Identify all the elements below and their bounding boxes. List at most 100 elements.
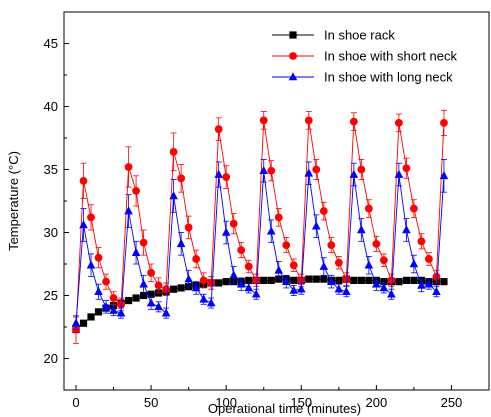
y-tick-label: 25 [44, 288, 58, 303]
data-point [161, 308, 171, 317]
data-point [109, 294, 118, 302]
data-point [319, 207, 328, 215]
data-point [379, 256, 388, 265]
data-point [94, 253, 103, 262]
data-point [395, 278, 403, 286]
data-point [349, 117, 358, 126]
data-point [342, 286, 351, 296]
legend-marker-series-1 [272, 52, 314, 60]
data-point [94, 308, 103, 316]
data-point [124, 163, 133, 171]
data-point [131, 247, 141, 256]
legend-marker-series-2 [272, 72, 314, 81]
data-point [304, 116, 313, 125]
series-2 [71, 159, 449, 330]
data-point [394, 118, 403, 127]
legend-marker [288, 72, 298, 81]
legend-label: In shoe rack [324, 28, 395, 43]
data-point [109, 305, 118, 314]
data-point [184, 274, 193, 283]
data-point [154, 281, 163, 290]
axis-layer: 0 50 100 150 200 250 20 25 30 35 40 45 [44, 36, 463, 410]
data-point [260, 276, 268, 284]
data-point [440, 118, 448, 127]
data-point [79, 319, 88, 327]
x-tick-label: 250 [441, 395, 463, 410]
legend-label: In shoe with short neck [324, 49, 457, 64]
data-point [79, 220, 88, 229]
data-point [214, 125, 223, 134]
data-point [327, 276, 336, 285]
data-point [124, 206, 133, 215]
data-point [290, 276, 298, 284]
data-point [267, 276, 275, 284]
data-point [402, 164, 411, 173]
data-point [147, 290, 155, 298]
data-point [334, 284, 344, 293]
y-tick-label: 30 [44, 225, 58, 240]
data-point [274, 213, 283, 222]
data-point [184, 223, 193, 232]
data-point [154, 302, 163, 311]
data-point [320, 275, 328, 283]
y-axis-title: Temperature (°C) [6, 151, 21, 251]
data-point [409, 259, 419, 268]
data-point [439, 171, 449, 180]
data-point [349, 169, 359, 178]
data-point [357, 276, 365, 284]
data-point [417, 237, 426, 246]
data-point [364, 260, 374, 269]
data-point [274, 265, 284, 274]
data-point [169, 147, 178, 156]
data-point [199, 276, 208, 285]
data-point [357, 165, 366, 174]
data-point [305, 275, 313, 283]
data-point [102, 277, 110, 286]
data-point [281, 276, 291, 285]
data-point [365, 276, 373, 284]
data-point [170, 285, 178, 293]
data-point [282, 241, 291, 250]
series-layer [71, 109, 449, 344]
data-point [87, 313, 95, 321]
data-point [335, 276, 343, 284]
data-point [394, 169, 404, 178]
data-point [94, 286, 103, 296]
data-point [252, 276, 261, 285]
data-point [244, 262, 253, 271]
data-point [117, 300, 125, 309]
data-point [440, 278, 448, 286]
data-point [222, 278, 230, 286]
data-point [124, 296, 133, 305]
data-point [244, 283, 254, 292]
data-point [410, 276, 418, 284]
data-point [424, 279, 434, 288]
data-point [350, 276, 358, 284]
data-point [372, 279, 381, 288]
data-point [357, 225, 366, 234]
legend-entry: In shoe with long neck [272, 70, 453, 85]
data-point [221, 227, 231, 236]
data-point [266, 226, 276, 235]
data-point [146, 298, 156, 307]
data-point [229, 270, 238, 279]
data-point [319, 261, 329, 270]
data-point [342, 275, 351, 284]
data-point [86, 260, 96, 269]
data-point [267, 166, 276, 175]
data-point [304, 168, 314, 177]
data-point [259, 165, 269, 175]
data-point [245, 276, 253, 284]
data-point [139, 279, 148, 288]
legend-marker [289, 52, 297, 60]
data-point [87, 213, 95, 222]
data-point [132, 294, 140, 302]
data-point [327, 241, 336, 250]
data-point [237, 246, 246, 255]
data-point [191, 283, 201, 292]
data-point [432, 272, 441, 281]
data-point [79, 176, 88, 185]
data-point [132, 187, 140, 195]
x-axis-title: Operational time (minutes) [208, 401, 361, 416]
